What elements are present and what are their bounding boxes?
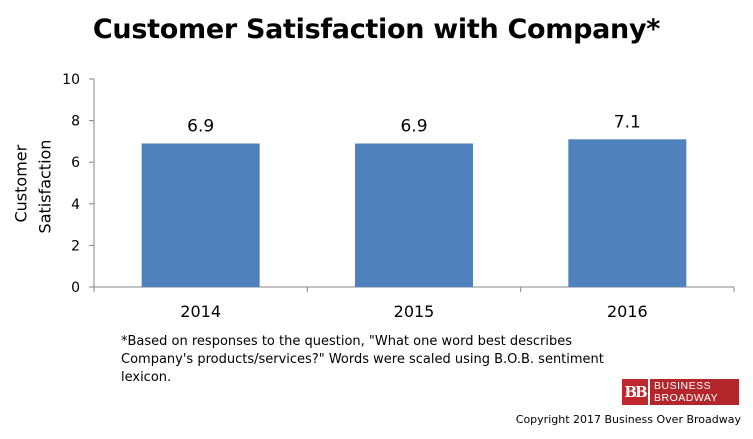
bar bbox=[141, 143, 260, 287]
y-tick-label: 2 bbox=[71, 238, 80, 254]
x-tick-label: 2014 bbox=[180, 302, 221, 321]
data-label: 6.9 bbox=[187, 116, 214, 136]
logo-wordmark: BUSINESS BROADWAY bbox=[650, 379, 739, 405]
chart-title: Customer Satisfaction with Company* bbox=[92, 14, 661, 45]
copyright: Copyright 2017 Business Over Broadway bbox=[515, 413, 741, 426]
x-tick-label: 2015 bbox=[394, 302, 435, 321]
logo-line-1: BUSINESS bbox=[654, 380, 712, 392]
bar bbox=[355, 143, 473, 287]
data-label: 6.9 bbox=[400, 116, 427, 136]
logo-mark: BB bbox=[622, 379, 648, 405]
y-tick-label: 10 bbox=[62, 72, 80, 88]
footnote: *Based on responses to the question, "Wh… bbox=[121, 334, 604, 385]
chart-plot: 0 2 4 6 8 10 6.9 2014 6.9 2015 7.1 2016 bbox=[62, 72, 735, 321]
y-tick-label: 6 bbox=[71, 155, 80, 171]
x-tick-label: 2016 bbox=[607, 302, 648, 321]
logo-line-2: BROADWAY bbox=[654, 392, 719, 404]
bar bbox=[568, 139, 687, 287]
data-label: 7.1 bbox=[614, 112, 641, 132]
y-tick-label: 0 bbox=[71, 280, 80, 296]
y-tick-label: 8 bbox=[71, 114, 80, 130]
business-broadway-logo: BB BUSINESS BROADWAY bbox=[622, 379, 739, 405]
y-tick-label: 4 bbox=[71, 197, 80, 213]
